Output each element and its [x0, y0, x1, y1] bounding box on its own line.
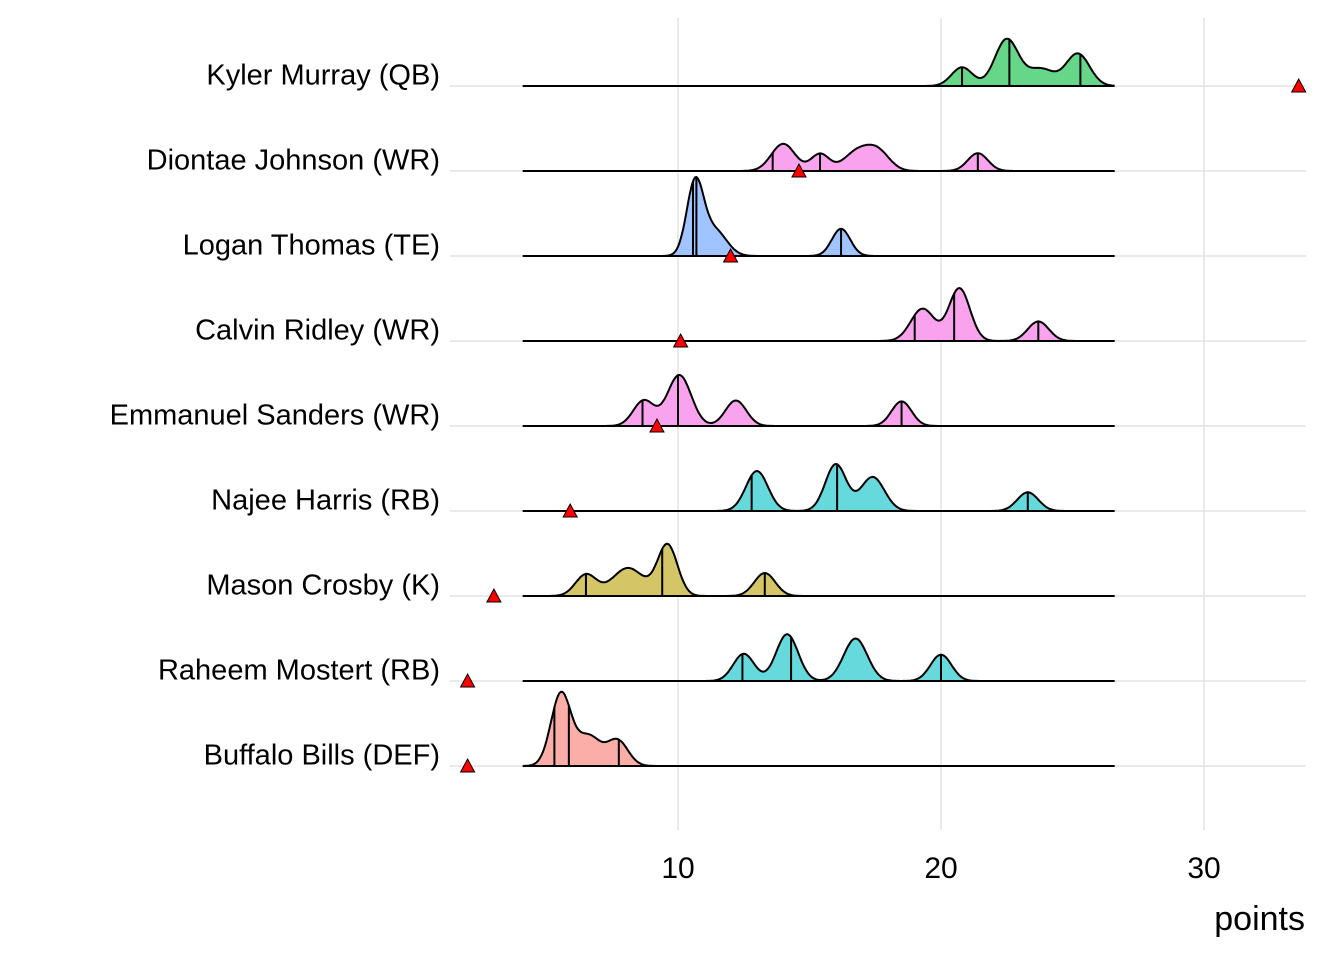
ridge-1 — [522, 142, 1115, 172]
y-tick-label: Logan Thomas (TE) — [183, 230, 440, 262]
y-tick-label: Calvin Ridley (WR) — [195, 315, 440, 347]
density-fill — [522, 691, 1115, 766]
density-fill — [522, 634, 1115, 681]
y-tick-label: Kyler Murray (QB) — [206, 60, 440, 92]
ridge-8 — [522, 690, 1115, 767]
x-tick-label: 10 — [661, 852, 694, 885]
density-fill — [522, 143, 1115, 171]
actual-points-marker — [459, 757, 476, 773]
density-outline — [522, 175, 1115, 257]
density-fill — [522, 464, 1115, 511]
x-axis-ticks: 10 20 30 — [661, 852, 1220, 885]
ridge-2 — [522, 175, 1115, 257]
actual-points-marker — [649, 417, 665, 433]
ridge-7 — [522, 633, 1115, 682]
actual-points-marker — [459, 672, 476, 688]
actual-points-marker — [672, 332, 689, 348]
y-tick-label: Raheem Mostert (RB) — [158, 655, 440, 687]
ridge-3 — [522, 286, 1115, 342]
actual-points-marker — [722, 247, 739, 263]
ridge-6 — [522, 542, 1115, 597]
density-fill — [522, 543, 1115, 596]
ridge-0 — [522, 37, 1115, 87]
y-tick-label: Buffalo Bills (DEF) — [204, 740, 440, 772]
actual-points-marker — [791, 162, 807, 178]
x-axis-title: points — [1214, 900, 1305, 938]
y-tick-label: Najee Harris (RB) — [211, 485, 440, 517]
y-tick-label: Emmanuel Sanders (WR) — [110, 400, 440, 432]
actual-points-marker — [1290, 77, 1307, 93]
y-tick-label: Diontae Johnson (WR) — [147, 145, 440, 177]
density-fill — [522, 288, 1115, 341]
density-fill — [522, 177, 1115, 256]
actual-points-marker — [486, 587, 502, 603]
x-tick-label: 20 — [924, 852, 957, 885]
ridges — [522, 37, 1115, 767]
ridge-5 — [522, 462, 1115, 512]
density-outline — [522, 633, 1115, 682]
ridge-4 — [522, 373, 1115, 427]
actual-points-marker — [562, 502, 579, 518]
markers — [459, 77, 1307, 773]
density-fill — [522, 38, 1115, 86]
y-axis-labels: Kyler Murray (QB) Diontae Johnson (WR) Log… — [110, 60, 440, 772]
density-fill — [522, 374, 1115, 426]
x-tick-label: 30 — [1187, 852, 1220, 885]
y-tick-label: Mason Crosby (K) — [206, 570, 440, 602]
density-outline — [522, 373, 1115, 427]
